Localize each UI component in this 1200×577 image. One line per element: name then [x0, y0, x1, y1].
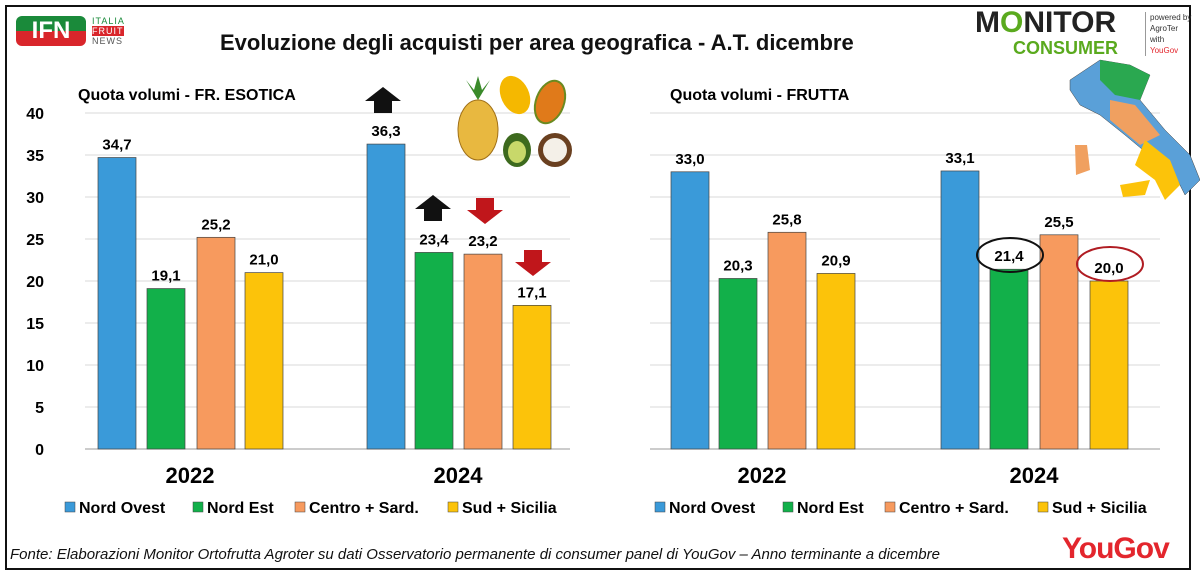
x-tick-label: 2024 — [1010, 463, 1060, 488]
bar — [670, 171, 710, 450]
data-label: 36,3 — [371, 123, 400, 140]
legend-swatch — [64, 501, 76, 513]
y-tick-label: 30 — [26, 190, 44, 207]
legend-label: Nord Ovest — [79, 500, 166, 517]
data-label: 33,1 — [945, 150, 974, 167]
bar — [97, 157, 137, 450]
data-label: 19,1 — [151, 268, 180, 285]
data-label: 21,4 — [994, 248, 1024, 265]
up-arrow-icon — [415, 195, 451, 221]
legend-label: Sud + Sicilia — [1052, 500, 1147, 517]
legend-swatch — [654, 501, 666, 513]
data-label: 33,0 — [675, 151, 704, 168]
bar — [1089, 280, 1129, 450]
coconut-flesh — [543, 138, 567, 162]
down-arrow-icon — [515, 250, 551, 276]
legend-label: Nord Est — [797, 500, 864, 517]
legend-label: Centro + Sard. — [899, 500, 1009, 517]
data-label: 25,5 — [1044, 214, 1073, 231]
bar — [989, 268, 1029, 450]
mango-icon — [499, 75, 531, 115]
up-arrow-icon — [365, 87, 401, 113]
y-tick-label: 0 — [35, 442, 44, 459]
bar — [414, 252, 454, 450]
map-sardegna — [1075, 145, 1090, 175]
data-label: 25,2 — [201, 216, 230, 233]
data-label: 20,9 — [821, 252, 850, 269]
bar — [366, 143, 406, 450]
data-label: 34,7 — [102, 137, 131, 154]
legend-swatch — [294, 501, 306, 513]
bar — [463, 253, 503, 450]
bar — [146, 288, 186, 450]
legend-swatch — [782, 501, 794, 513]
bar — [512, 305, 552, 450]
y-tick-label: 15 — [26, 316, 44, 333]
bar — [1039, 234, 1079, 450]
page-title: Evoluzione degli acquisti per area geogr… — [220, 30, 854, 55]
legend-swatch — [884, 501, 896, 513]
x-tick-label: 2022 — [166, 463, 215, 488]
map-sicilia — [1120, 180, 1150, 197]
data-label: 17,1 — [517, 284, 546, 301]
frame — [5, 5, 1191, 570]
avocado-flesh — [508, 141, 526, 163]
y-tick-label: 20 — [26, 274, 44, 291]
map-centro — [1110, 100, 1160, 145]
legend-label: Nord Ovest — [669, 500, 756, 517]
data-label: 23,4 — [419, 231, 449, 248]
highlight-circle — [976, 237, 1044, 273]
bar — [196, 236, 236, 450]
y-tick-label: 10 — [26, 358, 44, 375]
data-label: 20,3 — [723, 257, 752, 274]
map-sud — [1135, 140, 1180, 200]
bar — [816, 273, 856, 450]
legend-label: Centro + Sard. — [309, 500, 419, 517]
legend-swatch — [1037, 501, 1049, 513]
x-tick-label: 2024 — [434, 463, 484, 488]
yougov-logo: YouGov — [1062, 532, 1170, 565]
highlight-circle — [1076, 246, 1144, 282]
footnote: Fonte: Elaborazioni Monitor Ortofrutta A… — [10, 546, 940, 563]
monitor-consumer-logo: MONITOR CONSUMER powered by AgroTer with Yo… — [975, 6, 1192, 59]
papaya-icon — [533, 79, 567, 125]
y-tick-label: 25 — [26, 232, 44, 249]
y-tick-label: 40 — [26, 106, 44, 123]
pineapple-leaves-icon — [466, 76, 490, 100]
bar — [244, 272, 284, 450]
map-nord-est — [1100, 60, 1150, 100]
data-label: 25,8 — [772, 211, 801, 228]
chart-title: Quota volumi - FR. ESOTICA — [78, 87, 296, 104]
bar — [940, 170, 980, 450]
legend-label: Sud + Sicilia — [462, 500, 557, 517]
legend-label: Nord Est — [207, 500, 274, 517]
x-tick-label: 2022 — [738, 463, 787, 488]
legend-swatch — [192, 501, 204, 513]
y-tick-label: 5 — [35, 400, 44, 417]
bar — [767, 231, 807, 450]
chart-title: Quota volumi - FRUTTA — [670, 87, 850, 104]
down-arrow-icon — [467, 198, 503, 224]
data-label: 21,0 — [249, 252, 278, 269]
data-label: 23,2 — [468, 233, 497, 250]
ifn-logo: IFN ITALIA FRUIT NEWS — [16, 16, 134, 46]
y-tick-label: 35 — [26, 148, 44, 165]
bar — [718, 278, 758, 450]
legend-swatch — [447, 501, 459, 513]
pineapple-icon — [457, 99, 499, 161]
data-label: 20,0 — [1094, 260, 1123, 277]
